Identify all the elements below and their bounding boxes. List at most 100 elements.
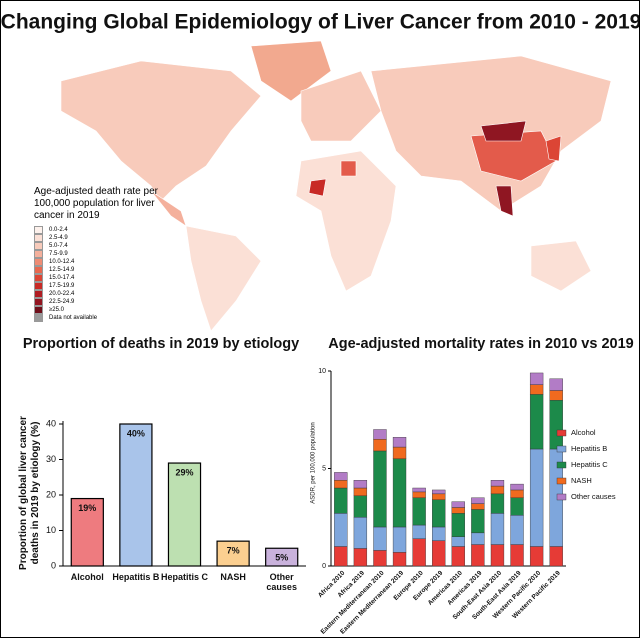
value-label: 7% [227, 546, 240, 556]
map-legend-title: Age-adjusted death rate per 100,000 popu… [34, 186, 158, 221]
bar-segment [510, 483, 524, 491]
bar-segment [529, 384, 544, 395]
bar-segment [549, 400, 563, 450]
bar-segment [529, 448, 544, 547]
map-legend-swatch [34, 258, 43, 266]
bar-segment [353, 495, 368, 518]
bar [216, 540, 250, 567]
x-tick-label: Americas 2010 [427, 569, 464, 606]
bar-segment [334, 480, 348, 489]
y-tick-label: 40 [46, 418, 56, 428]
bar-segment [353, 517, 368, 549]
main-title: Changing Global Epidemiology of Liver Ca… [1, 11, 640, 34]
value-label: 5% [275, 553, 288, 563]
bar-segment [432, 526, 446, 541]
map-legend-label: 2.5-4.9 [49, 235, 68, 241]
map-legend-label: 17.5-19.9 [49, 283, 75, 289]
bar-segment [334, 546, 348, 567]
x-tick-label: Hepatitis C [160, 572, 208, 582]
value-label: 40% [127, 428, 145, 438]
bar-segment [471, 509, 485, 534]
map-legend: Age-adjusted death rate per 100,000 popu… [34, 186, 174, 322]
y-tick-label: 0 [51, 560, 56, 570]
legend-label: Alcohol [571, 428, 596, 437]
legend-label: NASH [571, 476, 592, 485]
map-legend-swatch [34, 298, 43, 306]
bar-segment [451, 536, 465, 547]
map-legend-item: 7.5-9.9 [34, 250, 174, 258]
bar-segment [549, 390, 563, 401]
bar-segment [451, 546, 465, 567]
bar [70, 497, 104, 567]
bar-segment [549, 378, 563, 391]
bar-segment [412, 524, 426, 539]
bar-segment [353, 480, 368, 489]
legend-swatch [556, 429, 567, 437]
map-legend-item: 20.0-22.4 [34, 290, 174, 298]
y-axis-label: ASDR, per 100,000 population [310, 421, 317, 504]
map-legend-swatch [34, 234, 43, 242]
world-map [60, 40, 612, 332]
x-tick-label: Alcohol [70, 572, 104, 582]
map-legend-item: 2.5-4.9 [34, 234, 174, 242]
bar-segment [392, 437, 407, 448]
map-legend-item: 5.0-7.4 [34, 242, 174, 250]
map-legend-swatch [34, 306, 43, 314]
bar-segment [392, 552, 407, 567]
map-legend-swatch [34, 282, 43, 290]
bar-segment [392, 458, 407, 528]
x-tick-label: Americas 2019 [446, 569, 483, 606]
bar-segment [451, 501, 465, 508]
y-tick-label: 10 [46, 525, 56, 535]
chart-title: Proportion of deaths in 2019 by etiology [23, 336, 299, 352]
map-legend-label: 7.5-9.9 [49, 251, 68, 257]
map-legend-label: 22.5-24.9 [49, 299, 75, 305]
bar-segment [490, 544, 505, 567]
bar-segment [392, 526, 407, 553]
legend-label: Hepatitis B [571, 444, 607, 453]
legend-swatch [556, 461, 567, 469]
map-legend-item: 0.0-2.4 [34, 226, 174, 234]
bar-segment [471, 503, 485, 510]
bar-segment [373, 450, 387, 528]
map-legend-item: 10.0-12.4 [34, 258, 174, 266]
map-legend-item: 22.5-24.9 [34, 298, 174, 306]
bar-segment [432, 493, 446, 500]
bar-segment [490, 480, 505, 487]
y-tick-label: 10 [318, 368, 326, 375]
map-legend-label: 10.0-12.4 [49, 259, 75, 265]
bar-segment [373, 550, 387, 567]
y-axis-label: Proportion of global liver cancer deaths… [18, 416, 41, 570]
x-tick-label: Hepatitis B [112, 572, 160, 582]
map-legend-label: 5.0-7.4 [49, 243, 68, 249]
bar-segment [490, 485, 505, 495]
bar-segment [412, 491, 426, 498]
map-legend-swatch [34, 242, 43, 250]
map-legend-item: 17.5-19.9 [34, 282, 174, 290]
bar-segment [373, 439, 387, 452]
legend-swatch [556, 477, 567, 485]
legend-label: Hepatitis C [571, 460, 608, 469]
bar-segment [373, 526, 387, 551]
bar-segment [432, 540, 446, 567]
bar-segment [490, 493, 505, 514]
map-legend-item: 15.0-17.4 [34, 274, 174, 282]
legend-swatch [556, 445, 567, 453]
bar-segment [451, 507, 465, 514]
map-legend-swatch [34, 226, 43, 234]
map-legend-swatch [34, 250, 43, 258]
bar-segment [529, 394, 544, 450]
bar-segment [529, 372, 544, 385]
bar-segment [510, 497, 524, 516]
map-legend-swatch [34, 274, 43, 282]
map-legend-item: ≥25.0 [34, 306, 174, 314]
bar-segment [471, 497, 485, 504]
map-legend-item: 12.5-14.9 [34, 266, 174, 274]
bar-segment [432, 499, 446, 528]
bar-segment [471, 532, 485, 545]
bar-segment [529, 546, 544, 567]
bar-segment [353, 548, 368, 567]
bar-segment [353, 487, 368, 497]
bar [119, 423, 153, 567]
